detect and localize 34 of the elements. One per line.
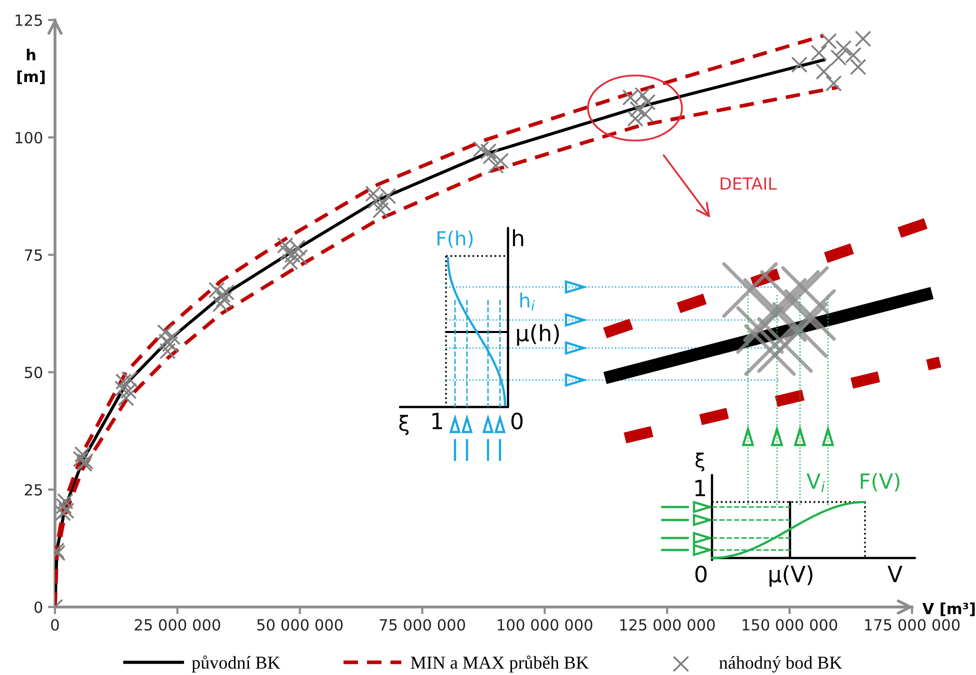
x-tick-label: 100 000 000 — [498, 619, 592, 631]
y-tick-label: 0 — [34, 601, 42, 614]
x-tick-label: 25 000 000 — [134, 619, 220, 631]
annotation: V$_{i}$ — [806, 474, 825, 492]
annotation: F(h) — [438, 230, 473, 248]
x-tick-label: 150 000 000 — [742, 619, 838, 631]
x-tick-label: 75 000 000 — [380, 619, 466, 631]
x-tick-label: 175 000 000 — [865, 619, 960, 631]
y-tick-label: 100 — [16, 132, 42, 144]
annotation: 1 — [695, 480, 706, 496]
annotation: μ(V) — [770, 565, 812, 587]
annotation: h$_{i}$ — [520, 292, 535, 311]
annotation: 0 — [511, 412, 523, 430]
annotation: μ(h) — [517, 324, 559, 346]
x-tick-label: 125 000 000 — [620, 619, 715, 631]
annotation: 0 — [695, 566, 707, 582]
y-tick-label: 50 — [24, 366, 42, 378]
annotation: V — [888, 566, 902, 582]
y-tick-label: 125 — [16, 14, 42, 26]
y-tick-label: 75 — [25, 249, 42, 261]
annotation: 1 — [432, 412, 442, 430]
annotation: ξ — [399, 414, 409, 436]
y-tick-label: 25 — [24, 484, 42, 496]
annotation: h — [512, 229, 524, 246]
x-tick-label: 0 — [51, 619, 59, 631]
annotation: DETAIL — [720, 177, 777, 190]
x-tick-label: 50 000 000 — [257, 619, 343, 631]
legend-label: náhodný bod BK — [719, 656, 842, 673]
legend-label: MIN a MAX průběh BK — [410, 656, 589, 672]
annotation: F(V) — [860, 472, 900, 492]
annotation: ξ — [696, 452, 704, 472]
x-axis-title: V [m³] — [922, 602, 975, 616]
legend-label: původní BK — [192, 656, 280, 672]
y-axis-title: h [m] — [17, 48, 45, 84]
